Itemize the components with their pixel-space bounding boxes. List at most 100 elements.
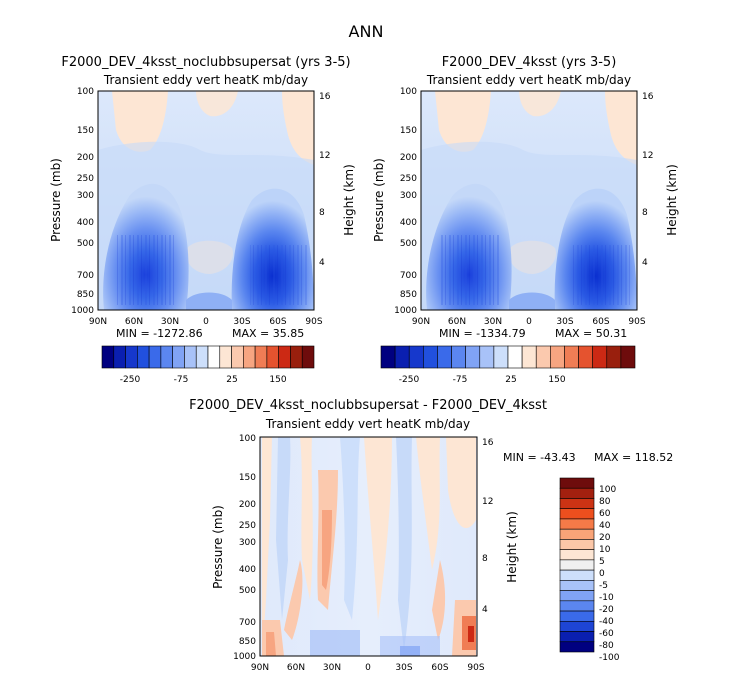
panel-3-cb-tick: -60 bbox=[599, 629, 614, 639]
panel-2-y2-tick: 4 bbox=[642, 258, 648, 268]
panel-1-y-tick: 500 bbox=[77, 239, 94, 249]
panel-3-cb-tick: -5 bbox=[599, 581, 608, 591]
panel-1-cb-tick: -75 bbox=[174, 375, 189, 385]
colorbar-swatch bbox=[559, 580, 595, 591]
panel-1-plot-area bbox=[97, 90, 315, 311]
colorbar-swatch bbox=[521, 345, 537, 369]
panel-1-y-tick: 200 bbox=[77, 153, 94, 163]
colorbar-swatch bbox=[172, 345, 185, 369]
panel-3-cb-tick: 0 bbox=[599, 569, 605, 579]
colorbar-swatch bbox=[394, 345, 410, 369]
panel-3-x-tick: 90N bbox=[251, 663, 269, 673]
colorbar-swatch bbox=[184, 345, 197, 369]
panel-3-subtitle: Transient eddy vert heatK mb/day bbox=[265, 417, 470, 431]
panel-3-cb-ticks: 100 80 60 40 20 10 5 0 -5 -10 -20 -40 -6… bbox=[599, 485, 620, 663]
colorbar-swatch bbox=[559, 498, 595, 510]
colorbar-swatch bbox=[559, 620, 595, 632]
panel-1-ylabel: Pressure (mb) bbox=[49, 158, 63, 242]
panel-1-y2-tick: 12 bbox=[319, 151, 330, 161]
panel-3-y2-tick: 12 bbox=[482, 497, 493, 507]
panel-3-y2-tick: 4 bbox=[482, 605, 488, 615]
panel-3-cb-tick: 100 bbox=[599, 485, 616, 495]
panel-3-y-tick: 150 bbox=[239, 473, 256, 483]
panel-2-y-tick: 100 bbox=[400, 87, 417, 97]
panel-3: F2000_DEV_4ksst_noclubbsupersat - F2000_… bbox=[189, 398, 673, 673]
panel-3-y-tick: 250 bbox=[239, 521, 256, 531]
colorbar-swatch bbox=[219, 345, 232, 369]
panel-3-colorbar bbox=[559, 477, 595, 653]
colorbar-swatch bbox=[559, 539, 595, 550]
panel-3-y-ticks: 100 150 200 250 300 400 500 700 850 1000 bbox=[233, 434, 256, 662]
panel-2-cb-tick: -250 bbox=[399, 375, 420, 385]
panel-2-y2-tick: 16 bbox=[642, 92, 654, 102]
colorbar-swatch bbox=[101, 345, 115, 369]
colorbar-swatch bbox=[243, 345, 256, 369]
panel-1-x-tick: 90S bbox=[305, 317, 322, 327]
panel-3-plot-area bbox=[259, 436, 478, 657]
panel-1-colorbar bbox=[101, 345, 315, 369]
panel-2-x-tick: 0 bbox=[526, 317, 532, 327]
panel-2-y-tick: 850 bbox=[400, 290, 417, 300]
colorbar-swatch bbox=[207, 345, 221, 369]
colorbar-swatch bbox=[564, 345, 579, 369]
panel-3-y-tick: 1000 bbox=[233, 652, 256, 662]
colorbar-swatch bbox=[160, 345, 173, 369]
panel-2-ylabel: Pressure (mb) bbox=[372, 158, 386, 242]
colorbar-swatch bbox=[479, 345, 495, 369]
panel-1-y2label: Height (km) bbox=[342, 164, 356, 235]
panel-2-title: F2000_DEV_4ksst (yrs 3-5) bbox=[442, 55, 617, 70]
panel-2-y-tick: 300 bbox=[400, 191, 417, 201]
colorbar-swatch bbox=[592, 345, 608, 369]
colorbar-swatch bbox=[559, 631, 595, 643]
panel-1-cb-tick: 150 bbox=[269, 375, 286, 385]
panel-2-y-tick: 1000 bbox=[394, 306, 417, 316]
panel-3-cb-tick: -100 bbox=[599, 653, 620, 663]
panel-3-y-tick: 100 bbox=[239, 434, 256, 444]
panel-3-cb-tick: 5 bbox=[599, 557, 605, 567]
colorbar-swatch bbox=[559, 600, 595, 612]
panel-3-x-tick: 60N bbox=[287, 663, 305, 673]
panel-3-y-tick: 500 bbox=[239, 586, 256, 596]
colorbar-swatch bbox=[559, 590, 595, 602]
colorbar-swatch bbox=[559, 549, 595, 561]
panel-1-y-tick: 300 bbox=[77, 191, 94, 201]
colorbar-swatch bbox=[125, 345, 138, 369]
colorbar-swatch bbox=[137, 345, 150, 369]
panel-1-y2-tick: 4 bbox=[319, 258, 325, 268]
colorbar-swatch bbox=[559, 610, 595, 622]
colorbar-swatch bbox=[559, 518, 595, 530]
panel-2-subtitle: Transient eddy vert heatK mb/day bbox=[426, 73, 631, 87]
panel-1-y-tick: 400 bbox=[77, 218, 94, 228]
panel-3-cb-tick: 60 bbox=[599, 509, 611, 519]
panel-3-x-tick: 0 bbox=[365, 663, 371, 673]
colorbar-swatch bbox=[559, 487, 595, 499]
panel-1-y-tick: 700 bbox=[77, 271, 94, 281]
panel-3-cb-tick: 80 bbox=[599, 497, 611, 507]
panel-3-cb-tick: -40 bbox=[599, 617, 614, 627]
colorbar-swatch bbox=[559, 641, 595, 653]
panel-1-y-tick: 100 bbox=[77, 87, 94, 97]
panel-3-x-tick: 30S bbox=[395, 663, 412, 673]
colorbar-swatch bbox=[559, 559, 595, 571]
panel-1-max: MAX = 35.85 bbox=[232, 327, 304, 340]
panel-2-y-tick: 200 bbox=[400, 153, 417, 163]
panel-3-x-tick: 30N bbox=[323, 663, 341, 673]
panel-1-y-tick: 1000 bbox=[71, 306, 94, 316]
panel-3-ylabel: Pressure (mb) bbox=[211, 505, 225, 589]
panel-3-cb-tick: -80 bbox=[599, 641, 614, 651]
panel-2-y2-ticks: 16 12 8 4 bbox=[642, 92, 654, 268]
panel-3-y-tick: 400 bbox=[239, 565, 256, 575]
panel-1-cb-tick: 25 bbox=[226, 375, 237, 385]
panel-3-y2label: Height (km) bbox=[505, 511, 519, 582]
colorbar-swatch bbox=[266, 345, 279, 369]
panel-2-y-tick: 700 bbox=[400, 271, 417, 281]
panel-2-x-tick: 90S bbox=[628, 317, 645, 327]
panel-2-y-ticks: 100 150 200 250 300 400 500 700 850 1000 bbox=[394, 87, 417, 316]
panel-3-y-tick: 700 bbox=[239, 618, 256, 628]
colorbar-swatch bbox=[465, 345, 481, 369]
colorbar-swatch bbox=[550, 345, 565, 369]
panel-1: F2000_DEV_4ksst_noclubbsupersat (yrs 3-5… bbox=[49, 55, 356, 385]
colorbar-swatch bbox=[493, 345, 509, 369]
colorbar-swatch bbox=[620, 345, 636, 369]
